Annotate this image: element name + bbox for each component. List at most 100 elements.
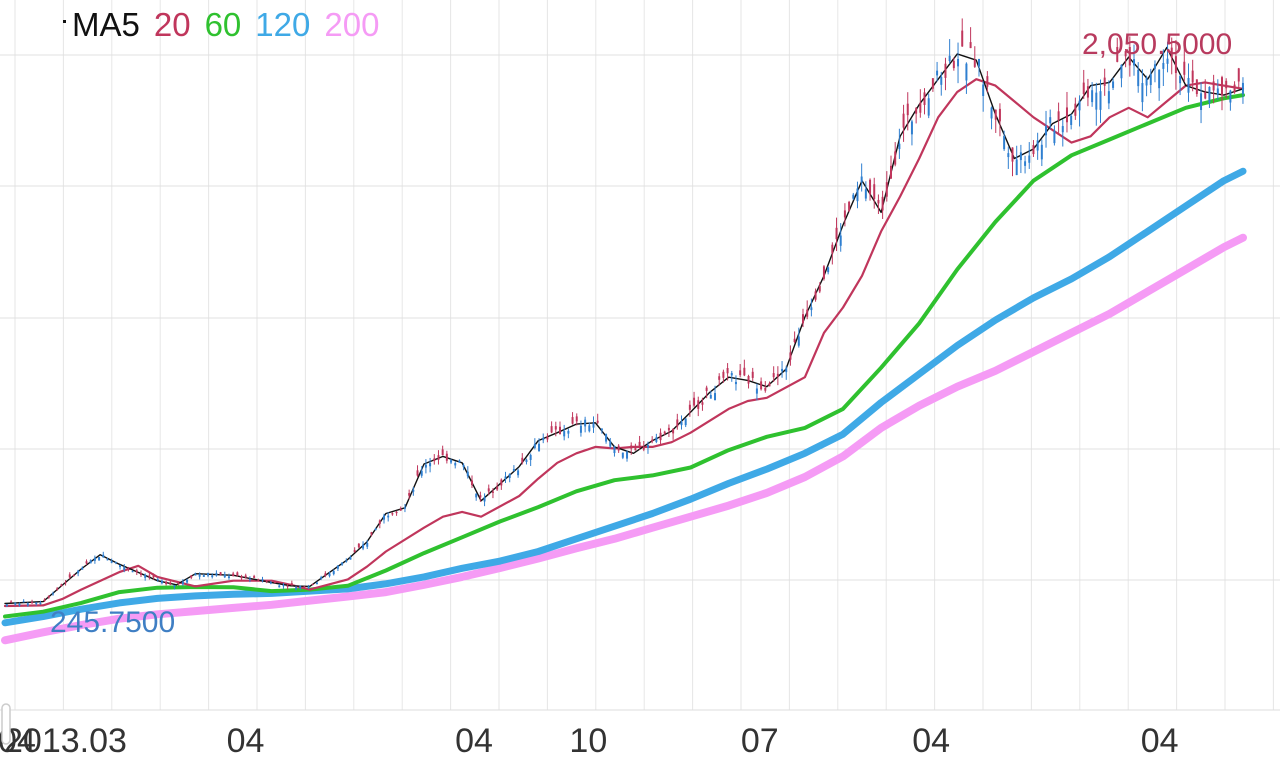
candle-body <box>772 373 775 378</box>
candle-body <box>500 479 503 486</box>
candle-body <box>429 463 432 467</box>
candle-body <box>441 449 444 456</box>
candle-body <box>634 448 637 451</box>
candle-body <box>278 585 281 588</box>
candle-body <box>1200 93 1203 111</box>
candle-body <box>244 575 247 578</box>
candle-body <box>965 63 968 81</box>
candle-body <box>223 574 226 578</box>
candle-body <box>998 108 1001 122</box>
candle-body <box>1191 70 1194 83</box>
candle-body <box>64 582 67 584</box>
candle-body <box>659 432 662 441</box>
candle-body <box>588 425 591 432</box>
candle-body <box>328 573 331 577</box>
candle-body <box>119 564 122 568</box>
candle-body <box>1149 74 1152 86</box>
candle-body <box>408 493 411 496</box>
candle-body <box>802 314 805 324</box>
candle-body <box>194 573 197 576</box>
candle-body <box>190 575 193 578</box>
candle-body <box>236 572 239 576</box>
candle-body <box>755 388 758 394</box>
candle-body <box>102 554 105 558</box>
candle-body <box>1028 155 1031 163</box>
candle-body <box>39 602 42 605</box>
candle-body <box>491 491 494 493</box>
candle-body <box>1179 76 1182 84</box>
candle-body <box>391 513 394 515</box>
candle-body <box>1208 86 1211 103</box>
candle-body <box>919 102 922 113</box>
candle-body <box>529 454 532 460</box>
candle-body <box>320 577 323 579</box>
candle-body <box>47 595 50 598</box>
candle-body <box>248 578 251 580</box>
candle-body <box>487 488 490 492</box>
candle-body <box>1221 77 1224 96</box>
candle-body <box>977 58 980 67</box>
candle-body <box>969 42 972 49</box>
candle-body <box>592 423 595 428</box>
candle-body <box>626 451 629 459</box>
candle-body <box>127 567 130 569</box>
candle-body <box>730 373 733 376</box>
candle-body <box>123 566 126 570</box>
candle-body <box>785 368 788 373</box>
candle-body <box>571 417 574 424</box>
candle-body <box>889 165 892 179</box>
candle-body <box>1057 111 1060 121</box>
candlesticks <box>5 18 1244 608</box>
candle-body <box>642 446 645 450</box>
candle-body <box>433 458 436 462</box>
candle-body <box>165 581 168 585</box>
candle-body <box>265 580 268 582</box>
candle-body <box>957 59 960 67</box>
series-line-ma200 <box>1 233 1247 645</box>
candle-body <box>940 76 943 85</box>
candle-body <box>986 76 989 87</box>
candle-body <box>843 210 846 218</box>
candle-body <box>646 445 649 448</box>
candle-body <box>341 562 344 565</box>
candle-body <box>1204 92 1207 99</box>
candle-body <box>1011 147 1014 162</box>
candle-body <box>1015 159 1018 176</box>
candle-body <box>60 584 63 587</box>
candle-body <box>936 70 939 76</box>
candle-body <box>253 576 256 578</box>
candle-body <box>374 528 377 531</box>
candle-body <box>676 419 679 427</box>
candle-body <box>915 108 918 114</box>
candle-body <box>806 309 809 317</box>
candle-body <box>470 480 473 486</box>
candle-body <box>860 176 863 183</box>
x-tick-label: 07 <box>741 722 779 760</box>
candle-body <box>898 143 901 150</box>
candle-body <box>282 584 285 587</box>
candle-body <box>533 443 536 448</box>
x-tick-label: 04 <box>1141 722 1179 760</box>
candle-body <box>370 532 373 535</box>
scroll-handle[interactable] <box>1 703 11 745</box>
candle-body <box>144 574 147 578</box>
candle-body <box>68 574 71 578</box>
candle-body <box>31 601 34 604</box>
candle-body <box>22 601 25 603</box>
candle-body <box>835 227 838 240</box>
candle-body <box>973 59 976 67</box>
candle-body <box>148 575 151 578</box>
candle-body <box>948 55 951 62</box>
candle-body <box>768 383 771 387</box>
candle-body <box>877 199 880 204</box>
candle-body <box>269 582 272 584</box>
candle-body <box>207 572 210 576</box>
candle-body <box>667 427 670 431</box>
candle-body <box>776 373 779 377</box>
candle-body <box>680 421 683 426</box>
candle-body <box>1237 68 1240 82</box>
candle-body <box>18 603 21 606</box>
